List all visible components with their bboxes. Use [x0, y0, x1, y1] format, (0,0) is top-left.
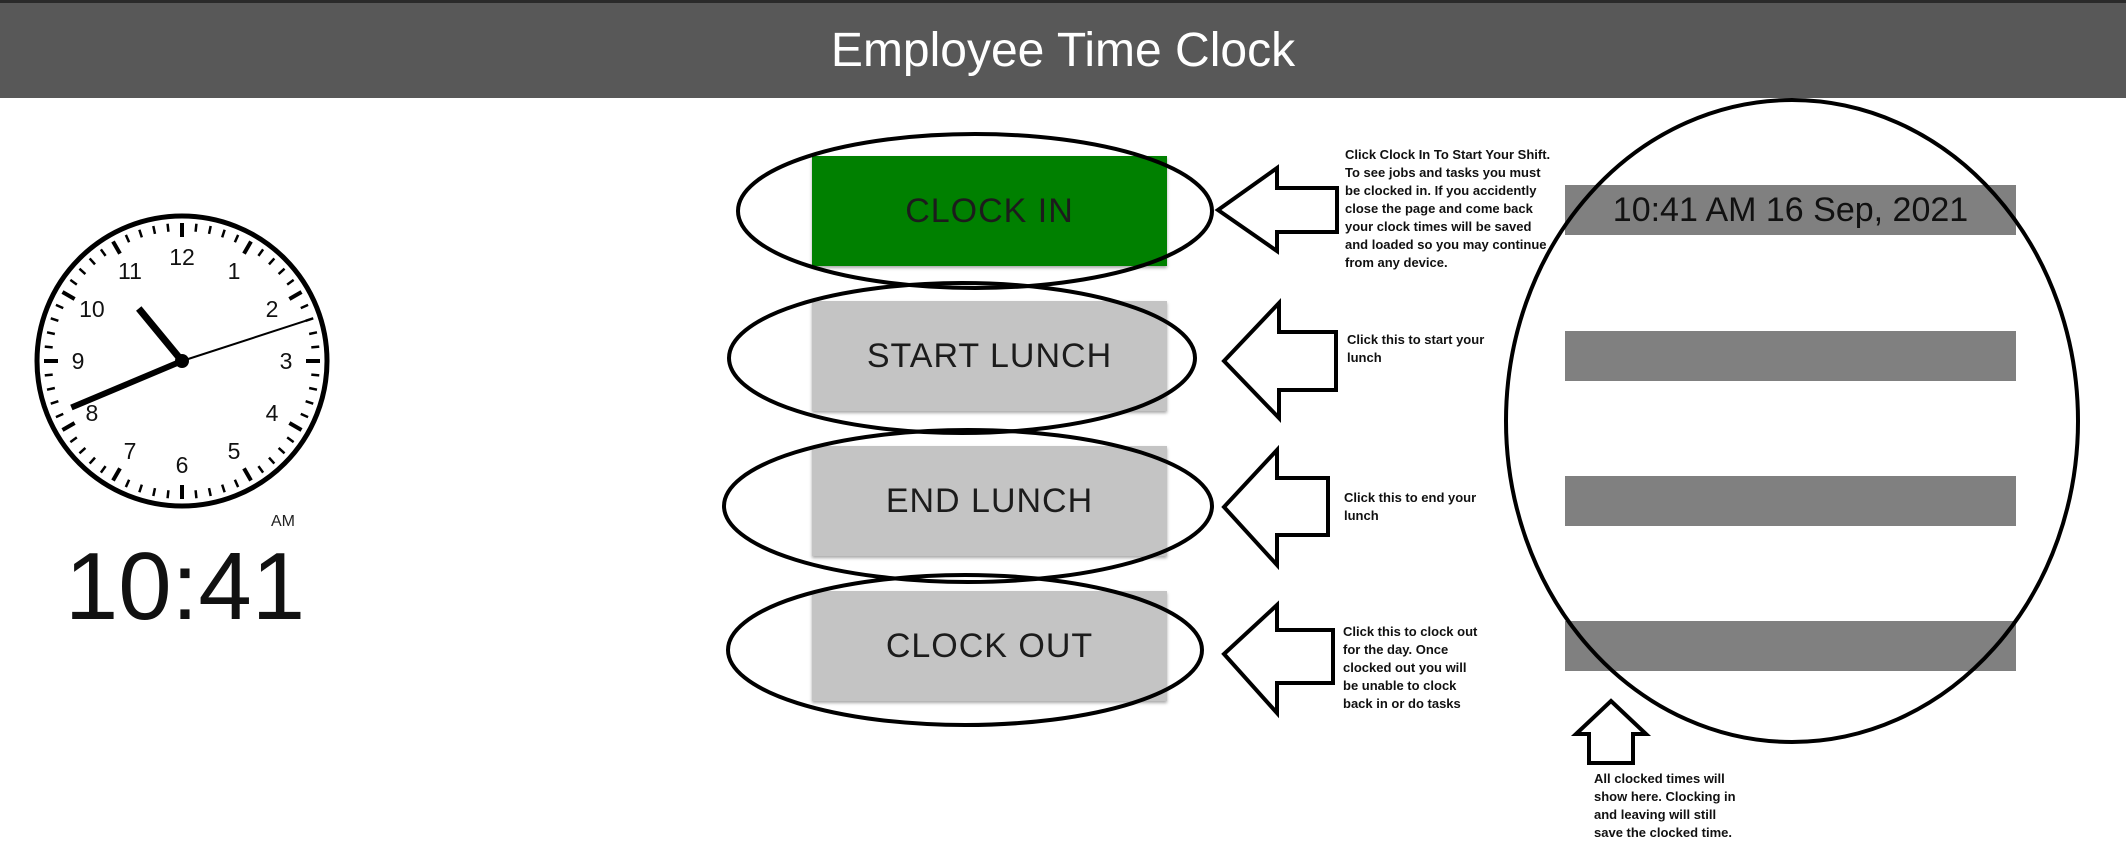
- clock-out-time: [1565, 621, 2016, 671]
- clock-minute-tick: [50, 399, 59, 405]
- clock-minute-tick: [207, 225, 212, 235]
- clock-minute-tick: [233, 479, 240, 488]
- clock-numeral: 7: [124, 438, 137, 464]
- clock-out-arrow-icon: [1221, 600, 1335, 719]
- clock-minute-tick: [300, 303, 309, 310]
- clock-minute-tick: [78, 447, 87, 455]
- clock-minute-tick: [46, 331, 56, 336]
- clock-minute-tick: [207, 487, 212, 497]
- clock-minute-tick: [166, 223, 170, 232]
- clock-minute-tick: [99, 248, 107, 257]
- ampm-label: AM: [271, 513, 295, 530]
- clock-in-time: 10:41 AM 16 Sep, 2021: [1565, 185, 2016, 235]
- clock-minute-tick: [124, 234, 131, 243]
- clock-minute-tick: [286, 436, 295, 444]
- clock-out-button[interactable]: CLOCK OUT: [812, 591, 1167, 701]
- clock-minute-tick: [152, 225, 157, 235]
- clock-center-pin: [175, 354, 189, 368]
- header-bar: Employee Time Clock: [0, 0, 2126, 98]
- clocked-times-instruction: All clocked times will show here. Clocki…: [1594, 771, 1736, 840]
- clock-in-button[interactable]: CLOCK IN: [812, 156, 1167, 266]
- clock-minute-tick: [257, 248, 265, 257]
- digital-time: 10:41: [64, 533, 306, 640]
- page-title: Employee Time Clock: [830, 24, 1296, 77]
- clock-minute-tick: [305, 399, 314, 405]
- clock-in-instruction: Click Clock In To Start Your Shift. To s…: [1345, 147, 1551, 270]
- clock-numeral: 9: [72, 348, 85, 374]
- clock-minute-tick: [69, 278, 78, 286]
- clock-minute-tick: [308, 331, 318, 336]
- clock-minute-tick: [50, 317, 59, 323]
- clock-minute-tick: [311, 345, 320, 349]
- clock-minute-tick: [268, 456, 276, 465]
- clock-out-instruction: Click this to clock out for the day. Onc…: [1343, 624, 1478, 711]
- clock-minute-tick: [152, 487, 157, 497]
- clock-hour-tick: [242, 240, 253, 255]
- clock-minute-tick: [78, 267, 87, 275]
- start-lunch-arrow-icon: [1221, 297, 1338, 423]
- clock-minute-tick: [44, 373, 53, 377]
- start-lunch-instruction: Click this to start your lunch: [1347, 332, 1485, 365]
- clock-minute-tick: [308, 386, 318, 391]
- clock-hour-tick: [111, 467, 122, 482]
- clock-hour-tick: [288, 290, 303, 301]
- clocked-times-arrow-icon: [1570, 698, 1652, 765]
- clock-numeral: 11: [118, 258, 142, 284]
- clock-numeral: 4: [266, 400, 279, 426]
- clock-minute-tick: [300, 412, 309, 419]
- end-lunch-time: [1565, 476, 2016, 526]
- clock-numeral: 2: [266, 296, 279, 322]
- clock-hour-tick: [242, 467, 253, 482]
- clock-minute-tick: [124, 479, 131, 488]
- clock-minute-tick: [220, 229, 226, 238]
- second-hand: [181, 318, 310, 362]
- clock-minute-tick: [286, 278, 295, 286]
- minute-hand: [70, 358, 184, 411]
- clock-minute-tick: [99, 465, 107, 474]
- clock-minute-tick: [268, 257, 276, 266]
- clock-numeral: 12: [169, 244, 195, 270]
- clock-minute-tick: [220, 484, 226, 493]
- clock-minute-tick: [257, 465, 265, 474]
- clock-hour-tick: [288, 421, 303, 432]
- clock-minute-tick: [277, 447, 286, 455]
- clock-numeral: 10: [79, 296, 105, 322]
- start-lunch-time: [1565, 331, 2016, 381]
- clock-ticks: [44, 223, 320, 499]
- clock-hour-tick: [61, 421, 76, 432]
- clock-numeral: 3: [280, 348, 293, 374]
- clock-hour-tick: [111, 240, 122, 255]
- clock-minute-tick: [233, 234, 240, 243]
- clock-minute-tick: [88, 456, 96, 465]
- clock-minute-tick: [55, 303, 64, 310]
- clock-minute-tick: [46, 386, 56, 391]
- clock-minute-tick: [138, 484, 144, 493]
- clock-minute-tick: [55, 412, 64, 419]
- clock-numeral: 5: [228, 438, 241, 464]
- end-lunch-instruction: Click this to end your lunch: [1344, 490, 1477, 523]
- clock-minute-tick: [88, 257, 96, 266]
- clock-minute-tick: [194, 490, 198, 499]
- clock-minute-tick: [138, 229, 144, 238]
- clock-minute-tick: [166, 490, 170, 499]
- clock-minute-tick: [194, 223, 198, 232]
- clock-hour-tick: [61, 290, 76, 301]
- end-lunch-arrow-icon: [1221, 444, 1330, 571]
- clock-numeral: 6: [176, 452, 189, 478]
- hour-hand: [136, 306, 185, 364]
- clock-minute-tick: [44, 345, 53, 349]
- clock-numeral: 1: [228, 258, 241, 284]
- clock-minute-tick: [311, 373, 320, 377]
- clock-minute-tick: [277, 267, 286, 275]
- clock-minute-tick: [69, 436, 78, 444]
- clock-numeral: 8: [86, 400, 99, 426]
- end-lunch-button[interactable]: END LUNCH: [812, 446, 1167, 556]
- clock-in-arrow-icon: [1214, 164, 1339, 255]
- start-lunch-button[interactable]: START LUNCH: [812, 301, 1167, 411]
